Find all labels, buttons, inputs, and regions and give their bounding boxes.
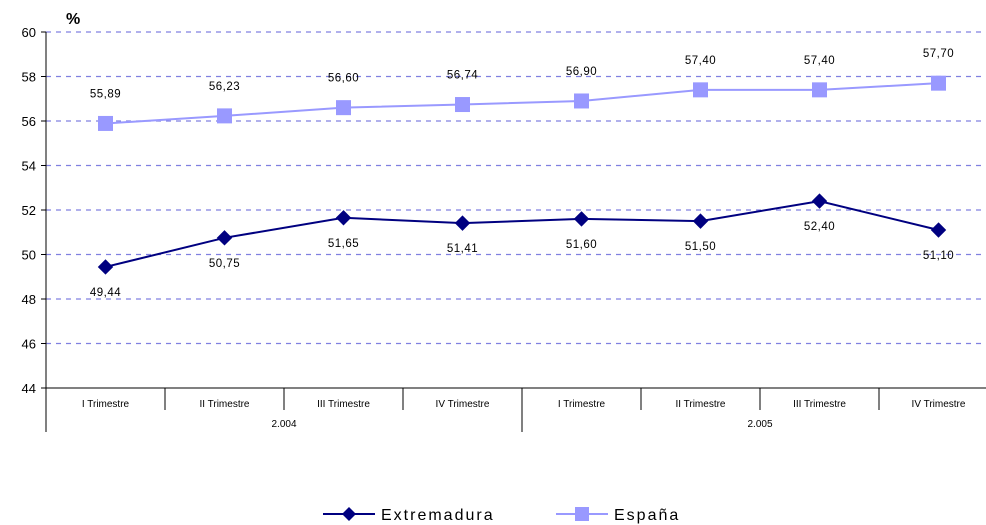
x-tick-labels: I Trimestre II Trimestre III Trimestre IV T… <box>82 399 966 430</box>
x-tick-label: IV Trimestre <box>436 399 490 410</box>
legend-marker <box>342 507 356 521</box>
y-axis-label: % <box>66 11 80 28</box>
data-label: 50,75 <box>209 258 240 270</box>
x-tick-label: III Trimestre <box>317 399 370 410</box>
legend-marker <box>575 507 589 521</box>
data-point <box>336 100 351 116</box>
y-tick-label: 52 <box>22 203 36 218</box>
y-tick-label: 60 <box>22 25 36 40</box>
data-label: 57,70 <box>923 48 954 60</box>
y-tick-label: 48 <box>22 292 36 307</box>
series-0: 49,44 50,75 51,65 51,41 51,60 51,50 52,40 51,10 <box>90 193 954 299</box>
y-tick-label: 54 <box>22 159 36 174</box>
data-point <box>217 108 232 124</box>
data-label: 56,60 <box>328 73 359 85</box>
data-point <box>216 230 233 246</box>
y-tick-label: 56 <box>22 114 36 129</box>
data-point <box>98 115 113 131</box>
data-label: 51,10 <box>923 250 954 262</box>
data-label: 57,40 <box>685 55 716 67</box>
series-group: 49,44 50,75 51,65 51,41 51,60 51,50 52,40 51,10… <box>90 48 954 299</box>
data-point <box>931 75 946 91</box>
data-label: 51,50 <box>685 241 716 253</box>
legend-label: España <box>614 507 680 524</box>
series-1: 55,89 56,23 56,60 56,74 56,90 57,40 57,40 57,70 <box>90 48 954 131</box>
data-point <box>455 97 470 113</box>
series-line <box>105 200 939 268</box>
group-label: 2.005 <box>747 419 772 430</box>
y-tick-labels: 44 46 48 50 52 54 56 58 60 <box>22 25 36 396</box>
data-point <box>454 215 471 231</box>
gridlines <box>46 31 986 345</box>
y-tick-label: 50 <box>22 248 36 263</box>
data-point <box>573 211 590 227</box>
axes <box>41 31 986 432</box>
data-label: 52,40 <box>804 221 835 233</box>
data-label: 56,23 <box>209 81 240 93</box>
data-label: 51,41 <box>447 243 478 255</box>
y-tick-label: 46 <box>22 337 36 352</box>
data-label: 49,44 <box>90 287 121 299</box>
data-label: 57,40 <box>804 55 835 67</box>
data-point <box>930 222 947 238</box>
x-tick-label: I Trimestre <box>82 399 130 410</box>
x-tick-label: II Trimestre <box>199 399 249 410</box>
x-tick-label: III Trimestre <box>793 399 846 410</box>
data-point <box>97 259 114 275</box>
data-point <box>574 93 589 109</box>
legend-item: Extremadura <box>323 507 495 524</box>
y-tick-label: 58 <box>22 70 36 85</box>
y-tick-label: 44 <box>22 381 36 396</box>
data-label: 51,60 <box>566 239 597 251</box>
data-point <box>811 193 828 209</box>
group-label: 2.004 <box>271 419 296 430</box>
data-point <box>335 210 352 226</box>
legend: Extremadura España <box>323 507 680 524</box>
data-point <box>693 82 708 98</box>
data-label: 56,90 <box>566 66 597 78</box>
series-line <box>105 82 939 125</box>
legend-item: España <box>556 507 680 524</box>
legend-label: Extremadura <box>381 507 495 524</box>
data-point <box>692 213 709 229</box>
data-point <box>812 82 827 98</box>
data-label: 56,74 <box>447 70 478 82</box>
data-label: 55,89 <box>90 88 121 100</box>
x-tick-label: IV Trimestre <box>912 399 966 410</box>
data-label: 51,65 <box>328 238 359 250</box>
x-tick-label: I Trimestre <box>558 399 606 410</box>
x-tick-label: II Trimestre <box>675 399 725 410</box>
